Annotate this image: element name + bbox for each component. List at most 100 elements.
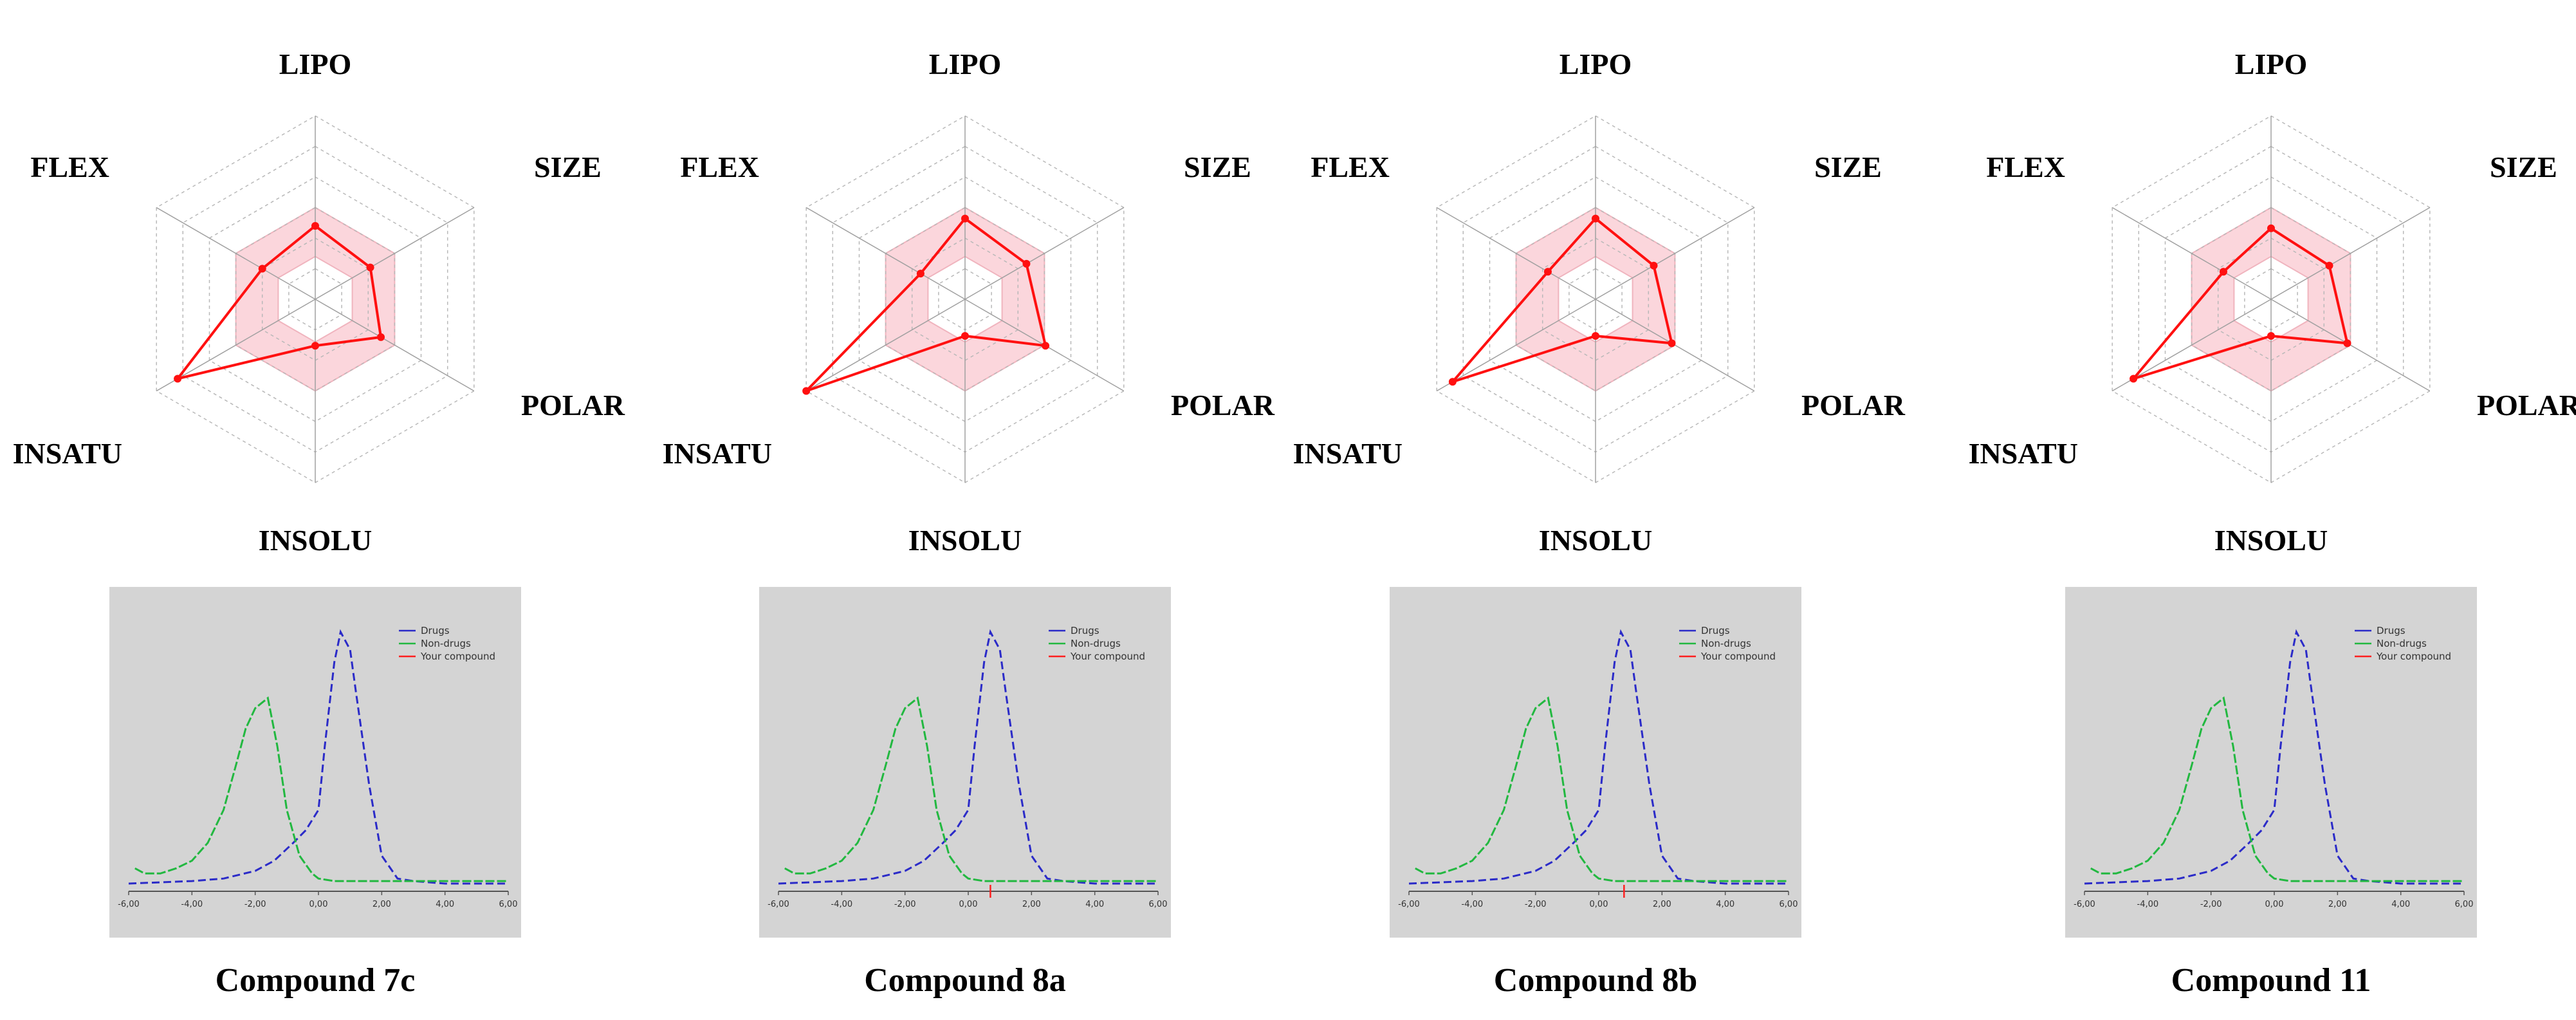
x-tick-label: -6,00 (768, 900, 789, 909)
axis-label-flex: FLEX (1311, 151, 1390, 183)
legend-label: Drugs (2377, 625, 2406, 636)
compound-caption: Compound 7c (216, 962, 416, 999)
axis-spoke (805, 299, 966, 392)
x-tick-label: 0,00 (309, 900, 328, 909)
panel-background (759, 587, 1171, 938)
x-tick-label: -6,00 (2074, 900, 2095, 909)
value-point-insolu (311, 342, 319, 350)
x-tick-label: -4,00 (2137, 900, 2159, 909)
value-point-lipo (1592, 214, 1599, 223)
nondrugs-curve (784, 696, 1158, 882)
distribution-panel: -6,00 -4,00 -2,00 0,00 2,00 4,00 6,00 Drugs Non-… (759, 587, 1171, 938)
axis-spoke (156, 207, 316, 300)
axis-label-polar: POLAR (521, 389, 625, 422)
x-tick-label: 2,00 (2328, 900, 2347, 909)
x-tick-label: 0,00 (1590, 900, 1608, 909)
axis-label-size: SIZE (2490, 151, 2557, 183)
x-tick-label: -2,00 (894, 900, 916, 909)
axis-label-lipo: LIPO (279, 48, 351, 80)
legend-label: Non-drugs (1071, 638, 1121, 649)
x-tick-label: -2,00 (2200, 900, 2222, 909)
value-point-lipo (311, 222, 319, 230)
nondrugs-curve (2090, 696, 2464, 882)
legend-label: Drugs (1071, 625, 1099, 636)
axis-spoke (156, 299, 316, 392)
value-point-polar (1668, 339, 1676, 348)
axis-label-polar: POLAR (1171, 389, 1275, 422)
panel-background (2065, 587, 2477, 938)
legend-label: Your compound (1070, 651, 1145, 662)
axis-label-lipo: LIPO (1559, 48, 1632, 80)
axis-label-insatu: INSATU (1969, 437, 2078, 470)
x-tick-label: 6,00 (1780, 900, 1798, 909)
axis-spoke (1595, 207, 1755, 300)
legend-label: Your compound (2376, 651, 2451, 662)
compound-caption: Compound 8a (864, 962, 1066, 999)
nondrugs-curve (1415, 696, 1789, 882)
value-point-lipo (961, 214, 969, 223)
axis-label-insatu: INSATU (1293, 437, 1403, 470)
axis-label-flex: FLEX (30, 151, 109, 183)
value-point-insolu (2267, 332, 2275, 340)
legend-label: Your compound (420, 651, 495, 662)
legend-label: Drugs (1701, 625, 1730, 636)
distribution-panel: -6,00 -4,00 -2,00 0,00 2,00 4,00 6,00 Drugs Non-… (109, 587, 521, 938)
axis-label-size: SIZE (1814, 151, 1882, 183)
value-point-polar (377, 333, 385, 341)
x-tick-label: 2,00 (1022, 900, 1041, 909)
x-tick-label: -4,00 (1462, 900, 1484, 909)
x-tick-label: -6,00 (1398, 900, 1420, 909)
compound-caption: Compound 8b (1494, 962, 1697, 999)
x-tick-label: 2,00 (373, 900, 391, 909)
value-point-polar (1042, 342, 1050, 350)
x-tick-label: 0,00 (2265, 900, 2284, 909)
axis-spoke (2111, 207, 2272, 300)
x-tick-label: 6,00 (1149, 900, 1168, 909)
value-point-flex (2219, 268, 2227, 276)
panel-background (109, 587, 521, 938)
axis-spoke (1436, 299, 1596, 392)
axis-label-size: SIZE (1184, 151, 1251, 183)
axis-label-insolu: INSOLU (2214, 524, 2328, 557)
value-point-polar (2343, 339, 2351, 348)
value-point-flex (916, 270, 925, 278)
axis-label-polar: POLAR (1801, 389, 1906, 422)
x-tick-label: 4,00 (1716, 900, 1734, 909)
legend-label: Non-drugs (2377, 638, 2427, 649)
axis-label-insolu: INSOLU (1539, 524, 1652, 557)
x-tick-label: 4,00 (436, 900, 454, 909)
axis-label-lipo: LIPO (929, 48, 1001, 80)
value-point-size (366, 263, 374, 272)
value-point-size (2325, 261, 2333, 270)
x-tick-label: -2,00 (1525, 900, 1547, 909)
x-tick-label: 0,00 (959, 900, 978, 909)
value-point-flex (258, 264, 266, 273)
value-point-size (1022, 259, 1031, 268)
distribution-panel: -6,00 -4,00 -2,00 0,00 2,00 4,00 6,00 Drugs Non-… (2065, 587, 2477, 938)
value-point-insatu (1448, 378, 1457, 386)
legend-label: Non-drugs (1701, 638, 1751, 649)
x-tick-label: 6,00 (499, 900, 518, 909)
distribution-panel: -6,00 -4,00 -2,00 0,00 2,00 4,00 6,00 Drugs Non-… (1390, 587, 1801, 938)
axis-spoke (315, 299, 475, 392)
axis-spoke (805, 207, 966, 300)
axis-label-insolu: INSOLU (259, 524, 372, 557)
axis-label-polar: POLAR (2477, 389, 2576, 422)
value-point-lipo (2267, 224, 2275, 232)
value-point-insatu (174, 375, 182, 383)
x-tick-label: 2,00 (1653, 900, 1671, 909)
x-tick-label: -2,00 (244, 900, 266, 909)
axis-spoke (1436, 207, 1596, 300)
axis-spoke (964, 207, 1125, 300)
legend-label: Your compound (1700, 651, 1776, 662)
value-point-insatu (802, 387, 811, 395)
axis-label-lipo: LIPO (2235, 48, 2307, 80)
axis-label-insatu: INSATU (663, 437, 772, 470)
value-point-size (1650, 261, 1658, 270)
x-tick-label: 6,00 (2455, 900, 2474, 909)
value-point-insatu (2130, 375, 2138, 383)
